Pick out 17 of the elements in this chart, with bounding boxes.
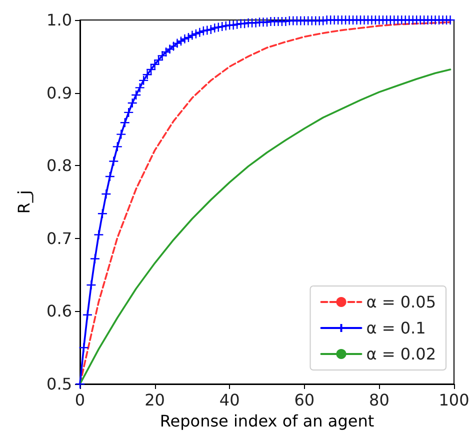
x-axis-title: Reponse index of an agent xyxy=(160,411,374,430)
y-tick-label: 0.9 xyxy=(46,83,72,102)
x-tick-label: 100 xyxy=(438,390,470,410)
legend-label: α = 0.02 xyxy=(366,344,436,364)
y-tick-label: 0.5 xyxy=(46,374,72,394)
x-tick-label: 40 xyxy=(219,390,240,410)
legend-label: α = 0.1 xyxy=(366,318,426,338)
x-tick-label: 60 xyxy=(294,390,315,410)
x-tick-label: 20 xyxy=(144,390,165,410)
y-tick-label: 0.7 xyxy=(46,228,72,248)
y-tick-label: 0.6 xyxy=(46,302,72,321)
y-tick-label: 1.0 xyxy=(46,10,72,30)
y-tick-label: 0.8 xyxy=(46,156,72,176)
x-tick-label: 80 xyxy=(369,390,390,410)
x-tick-label: 0 xyxy=(74,390,86,410)
y-axis-title: R_j xyxy=(14,190,34,214)
legend-label: α = 0.05 xyxy=(366,292,436,312)
